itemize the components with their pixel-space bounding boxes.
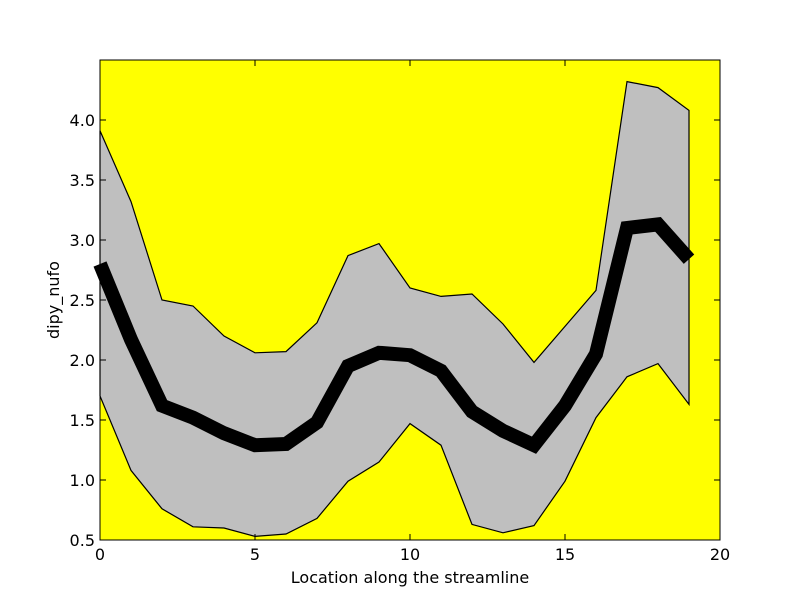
x-axis-ticks: 0 5 10 15 20 [95,60,730,564]
x-axis-label: Location along the streamline [291,568,529,587]
x-tick-label: 5 [250,545,260,564]
y-tick-label: 1.0 [70,471,95,490]
y-tick-label: 1.5 [70,411,95,430]
x-tick-label: 0 [95,545,105,564]
y-tick-label: 4.0 [70,111,95,130]
band-area [99,80,690,538]
y-tick-label: 3.0 [70,231,95,250]
y-tick-label: 0.5 [70,531,95,550]
y-tick-label: 2.0 [70,351,95,370]
y-axis-label: dipy_nufo [44,261,64,339]
x-tick-label: 15 [555,545,575,564]
y-tick-label: 3.5 [70,171,95,190]
y-tick-label: 2.5 [70,291,95,310]
mean-line-path [93,217,695,454]
x-tick-label: 10 [400,545,420,564]
x-tick-label: 20 [710,545,730,564]
mean-line [93,217,695,454]
y-axis-ticks: 0.5 1.0 1.5 2.0 2.5 3.0 3.5 4.0 [70,111,720,550]
confidence-band [99,80,690,538]
